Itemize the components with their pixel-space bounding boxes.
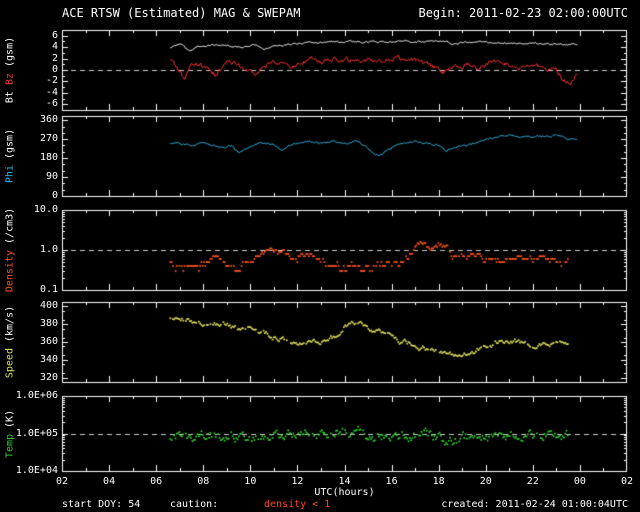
y-axis-label: Bt Bz (gsm): [5, 37, 16, 103]
y-tick-label: 380: [39, 318, 58, 330]
y-tick-label: 1.0E+05: [15, 427, 58, 439]
y-tick-label: 320: [39, 371, 58, 383]
caution-label: caution:: [170, 499, 219, 510]
x-tick-label: 12: [291, 476, 304, 487]
y-tick-label: -6: [45, 98, 58, 110]
x-tick-label: 00: [573, 476, 586, 487]
start-doy-label: start DOY: 54: [62, 499, 141, 510]
y-tick-label: 360: [39, 114, 58, 126]
begin-timestamp: Begin: 2011-02-23 02:00:00UTC: [418, 6, 628, 20]
y-axis-label-part: Bz: [4, 66, 16, 86]
y-tick-label: 180: [39, 152, 58, 164]
y-tick-label: 6: [51, 29, 58, 41]
y-axis-label-part: (/cm3): [4, 207, 16, 244]
x-tick-label: 16: [385, 476, 398, 487]
x-tick-label: 14: [338, 476, 351, 487]
y-tick-label: 2: [51, 52, 58, 64]
x-tick-label: 18: [432, 476, 445, 487]
y-tick-label: 90: [45, 171, 58, 183]
x-tick-label: 22: [526, 476, 539, 487]
y-tick-label: 0: [51, 190, 58, 201]
y-axis-label-part: (K): [4, 409, 16, 428]
y-tick-label: 0: [51, 64, 58, 75]
x-tick-label: 08: [197, 476, 210, 487]
y-axis-label: Density (/cm3): [5, 208, 16, 292]
y-tick-label: 360: [39, 336, 58, 347]
y-tick-label: 270: [39, 133, 58, 145]
y-tick-label: 4: [51, 41, 58, 53]
y-axis-label: Temp (K): [5, 409, 16, 457]
caution-value: density < 1: [264, 499, 331, 510]
y-tick-label: 0.1: [39, 284, 58, 295]
y-axis-label: Speed (km/s): [5, 306, 16, 378]
created-timestamp: created: 2011-02-24 01:00:04UTC: [441, 499, 628, 510]
y-axis-label-part: (gsm): [4, 128, 16, 160]
x-axis-title: UTC(hours): [314, 487, 375, 498]
y-tick-label: 340: [39, 353, 58, 365]
y-tick-label: 1.0: [39, 244, 58, 255]
x-tick-label: 10: [244, 476, 257, 487]
y-axis-label-part: Phi: [4, 159, 16, 184]
y-tick-label: -4: [45, 86, 58, 98]
y-axis-label-part: Density: [4, 243, 16, 293]
x-tick-label: 02: [55, 476, 69, 487]
x-tick-label: 20: [479, 476, 492, 487]
y-tick-label: -2: [45, 75, 58, 87]
x-tick-label: 04: [103, 476, 116, 487]
y-axis-label: Phi (gsm): [5, 129, 16, 183]
chart-title: ACE RTSW (Estimated) MAG & SWEPAM: [62, 6, 301, 20]
y-axis-label-part: Speed: [4, 342, 16, 379]
y-axis-label-part: Bt: [4, 85, 16, 104]
y-tick-label: 10.0: [33, 204, 58, 215]
x-tick-label: 02: [620, 476, 634, 487]
y-axis-label-part: Temp: [4, 427, 16, 458]
y-axis-label-part: (gsm): [4, 36, 16, 67]
y-tick-label: 1.0E+06: [15, 390, 58, 401]
y-tick-label: 1.0E+04: [15, 465, 58, 476]
y-axis-label-part: (km/s): [4, 305, 16, 342]
y-tick-label: 400: [39, 300, 58, 312]
x-tick-label: 06: [150, 476, 163, 487]
